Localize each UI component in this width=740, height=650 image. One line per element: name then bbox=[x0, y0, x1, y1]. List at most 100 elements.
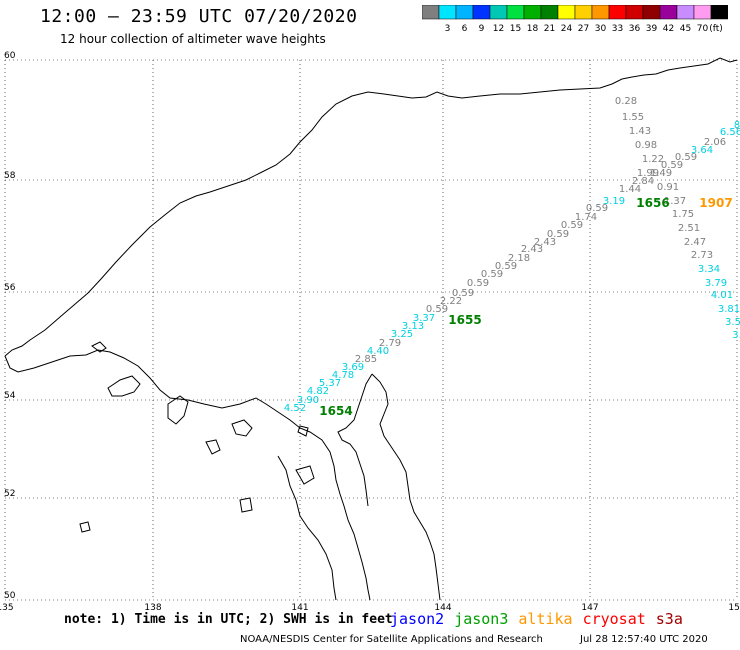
legend-unit: (ft) bbox=[709, 24, 723, 34]
pass-time-label: 1655 bbox=[448, 313, 481, 327]
river-amur bbox=[277, 455, 337, 601]
wave-height-label: 1.55 bbox=[622, 112, 644, 123]
pass-time-label: 1654 bbox=[319, 404, 352, 418]
inland-lake-4 bbox=[79, 521, 91, 533]
track-labels-cyan: 86.563.643.193.343.794.013.813.53.3.373.… bbox=[284, 120, 740, 414]
wave-height-label: 3.19 bbox=[603, 196, 625, 207]
wave-height-label: 3.81 bbox=[718, 304, 740, 315]
wave-height-label: 2.51 bbox=[678, 223, 700, 234]
wave-height-label: 4.01 bbox=[711, 290, 733, 301]
wave-height-label: 0.98 bbox=[635, 140, 657, 151]
wave-height-label: 1.37 bbox=[664, 196, 686, 207]
wave-height-label: 3.13 bbox=[402, 321, 424, 332]
wave-height-label: 4.52 bbox=[284, 403, 306, 414]
wave-height-label: 3. bbox=[732, 330, 740, 341]
mission-jason3: jason3 bbox=[454, 610, 509, 628]
wave-height-label: 8 bbox=[734, 120, 740, 131]
wave-height-label: 4.40 bbox=[367, 346, 389, 357]
legend-label: 70 bbox=[697, 24, 709, 34]
lat-tick-label: 58 bbox=[4, 171, 16, 181]
lat-tick-label: 56 bbox=[4, 283, 16, 293]
wave-height-label: 1.22 bbox=[642, 154, 664, 165]
wave-height-label: 0.59 bbox=[481, 269, 503, 280]
legend-label: 45 bbox=[680, 24, 691, 34]
island-3 bbox=[231, 419, 253, 437]
wave-height-label: 3.79 bbox=[705, 278, 727, 289]
wave-height-label: 2.43 bbox=[534, 237, 556, 248]
map-subtitle: 12 hour collection of altimeter wave hei… bbox=[60, 32, 326, 46]
wave-height-label: 0.59 bbox=[561, 220, 583, 231]
wave-height-label: 1.49 bbox=[650, 168, 672, 179]
wave-height-label: 2.18 bbox=[508, 253, 530, 264]
generation-timestamp: Jul 28 12:57:40 UTC 2020 bbox=[580, 634, 708, 645]
axis-labels: 135 138 141 144 147 150 50 52 54 56 58 60 bbox=[0, 51, 740, 613]
legend-label: 6 bbox=[462, 24, 468, 34]
wave-height-label: 0.59 bbox=[661, 160, 683, 171]
island-1 bbox=[107, 375, 141, 397]
wave-height-label: 0.59 bbox=[675, 152, 697, 163]
legend-label: 24 bbox=[561, 24, 573, 34]
island-5 bbox=[297, 425, 309, 437]
wave-height-label: 5.37 bbox=[319, 378, 341, 389]
island-2 bbox=[167, 395, 189, 425]
coastline-main bbox=[4, 57, 738, 357]
legend-label: 39 bbox=[646, 24, 658, 34]
wave-height-label: 0.59 bbox=[452, 288, 474, 299]
footer-note: note: 1) Time is in UTC; 2) SWH is in fe… bbox=[64, 612, 393, 627]
inland-lake-3 bbox=[295, 465, 315, 485]
mission-altika: altika bbox=[518, 610, 573, 628]
wave-height-label: 2.47 bbox=[684, 237, 706, 248]
legend-label: 18 bbox=[527, 24, 539, 34]
wave-height-label: 2.84 bbox=[632, 176, 654, 187]
pass-time-label: 1907 bbox=[699, 196, 732, 210]
mission-jason2: jason2 bbox=[390, 610, 445, 628]
wave-height-label: 0.91 bbox=[657, 182, 679, 193]
wave-height-label: 3.64 bbox=[691, 145, 713, 156]
lat-tick-label: 50 bbox=[4, 591, 16, 601]
wave-height-label: 6.56 bbox=[720, 127, 740, 138]
inland-lake-1 bbox=[205, 439, 221, 455]
legend-label: 21 bbox=[544, 24, 555, 34]
legend-label: 3 bbox=[445, 24, 451, 34]
wave-height-label: 0.59 bbox=[586, 203, 608, 214]
island-4 bbox=[91, 341, 107, 353]
wave-height-legend: 3 6 9 12 15 18 21 24 27 30 33 36 39 42 45 70 (ft) bbox=[422, 5, 728, 34]
lat-tick-label: 52 bbox=[4, 489, 15, 499]
coastline-west bbox=[4, 349, 371, 601]
legend-label: 33 bbox=[612, 24, 623, 34]
wave-height-label: 1.74 bbox=[575, 212, 597, 223]
wave-height-label: 0.59 bbox=[495, 261, 517, 272]
wave-height-label: 1.44 bbox=[619, 184, 641, 195]
wave-height-label: 3.5 bbox=[725, 317, 740, 328]
lon-tick-label: 138 bbox=[144, 603, 161, 613]
wave-height-label: 1.99 bbox=[637, 168, 659, 179]
wave-height-label: 4.82 bbox=[307, 386, 329, 397]
mission-cryosat: cryosat bbox=[582, 610, 646, 628]
wave-height-label: 3.37 bbox=[413, 313, 435, 324]
wave-height-label: 2.06 bbox=[704, 137, 726, 148]
wave-height-label: 0.28 bbox=[615, 96, 637, 107]
wave-height-label: 0.59 bbox=[426, 304, 448, 315]
lon-tick-label: 147 bbox=[581, 603, 598, 613]
lon-tick-label: 141 bbox=[291, 603, 308, 613]
pass-time-labels: 1656 1907 1655 1654 bbox=[319, 196, 732, 418]
wave-height-label: 1.75 bbox=[672, 209, 694, 220]
legend-label: 42 bbox=[663, 24, 674, 34]
wave-height-label: 3.34 bbox=[698, 264, 720, 275]
coastline bbox=[4, 57, 738, 601]
graticule bbox=[4, 59, 738, 601]
lat-tick-label: 54 bbox=[4, 391, 16, 401]
wave-height-label: 3.69 bbox=[342, 362, 364, 373]
legend-label: 12 bbox=[493, 24, 504, 34]
credit-line: NOAA/NESDIS Center for Satellite Applica… bbox=[240, 634, 543, 645]
wave-height-label: 0.59 bbox=[467, 278, 489, 289]
inland-lake-2 bbox=[239, 497, 253, 513]
wave-height-label: 0.59 bbox=[547, 229, 569, 240]
mission-s3a: s3a bbox=[655, 610, 683, 628]
lon-tick-label: 150 bbox=[728, 603, 740, 613]
track-labels-gray: 0.281.551.430.981.22 0.592.060.591.491.99… bbox=[355, 96, 726, 365]
legend-label: 9 bbox=[479, 24, 485, 34]
wave-height-label: 2.73 bbox=[691, 250, 713, 261]
lon-tick-label: 144 bbox=[434, 603, 451, 613]
